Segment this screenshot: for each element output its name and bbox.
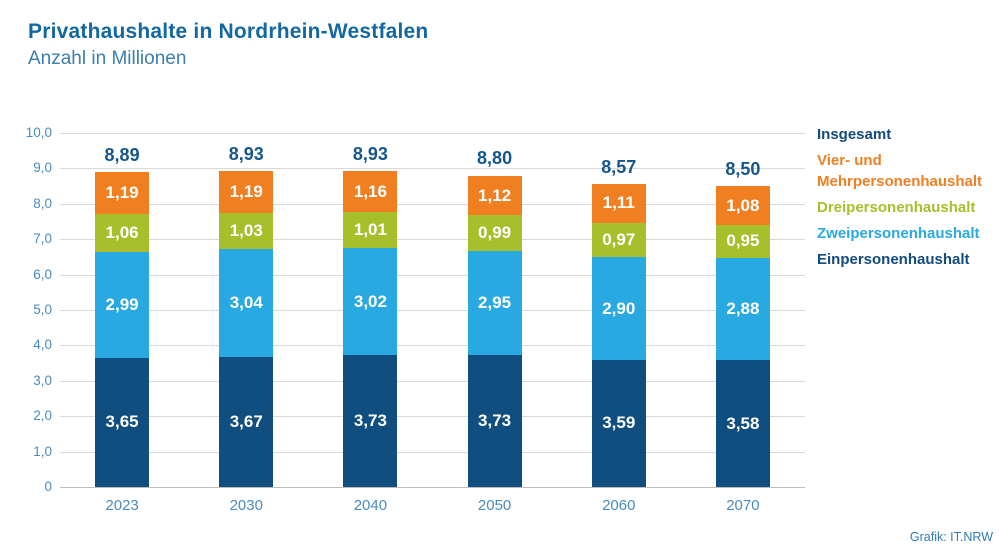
y-axis-tick-label: 10,0 — [25, 125, 52, 140]
y-axis-tick-label: 5,0 — [33, 302, 52, 317]
y-gridline — [60, 239, 805, 241]
segment-value-label: 1,16 — [353, 181, 387, 201]
x-axis-tick-label: 2040 — [353, 497, 388, 514]
legend-item-zweipersonenhaushalt: Zweipersonenhaushalt — [817, 225, 980, 242]
y-axis-tick-label: 2,0 — [33, 408, 52, 424]
bar-segment-vier-und-mehrpersonenhaushalt: 1,16 — [343, 171, 398, 213]
y-axis-tick-label: 6,0 — [33, 266, 52, 282]
y-gridline — [60, 203, 805, 205]
chart-legend: Insgesamt Vier- und Mehrpersonenhaushalt D… — [817, 124, 997, 275]
segment-value-label: 1,12 — [478, 185, 512, 205]
segment-value-label: 3,73 — [478, 410, 512, 430]
chart-title: Privathaushalte in Nordrhein-Westfalen — [28, 20, 429, 43]
bar-segment-dreipersonenhaushalt: 0,95 — [715, 224, 770, 259]
y-gridline — [60, 345, 805, 347]
bar-segment-vier-und-mehrpersonenhaushalt: 1,12 — [467, 175, 522, 216]
y-axis-tick-label: 8,0 — [33, 195, 52, 211]
total-value-label: 8,93 — [228, 143, 264, 164]
y-gridline — [60, 451, 805, 453]
x-axis-tick-label: 2023 — [105, 497, 139, 514]
y-gridline — [60, 416, 805, 418]
legend-item-vier-und-mehrpersonenhaushalt: Vier- und Mehrpersonenhaushalt — [817, 152, 983, 190]
segment-value-label: 0,97 — [602, 230, 636, 250]
segment-value-label: 3,65 — [105, 412, 139, 432]
total-value-label: 8,89 — [104, 145, 140, 166]
bar-segment-einpersonenhaushalt: 3,59 — [591, 359, 646, 487]
legend-item-einpersonenhaushalt: Einpersonenhaushalt — [817, 251, 970, 268]
y-axis-tick-label: 0 — [44, 479, 52, 494]
total-value-label: 8,57 — [601, 156, 637, 177]
segment-value-label: 1,11 — [602, 193, 635, 213]
segment-value-label: 3,67 — [229, 412, 263, 432]
bar-segment-zweipersonenhaushalt: 3,04 — [219, 249, 274, 358]
y-gridline — [60, 274, 805, 276]
y-gridline — [60, 133, 805, 134]
bar-segment-einpersonenhaushalt: 3,73 — [467, 354, 522, 487]
bar-segment-dreipersonenhaushalt: 0,97 — [591, 222, 646, 258]
y-gridline — [60, 310, 805, 311]
segment-value-label: 1,06 — [105, 223, 139, 243]
legend-item-insgesamt: Insgesamt — [817, 126, 892, 143]
segment-value-label: 3,59 — [602, 413, 636, 433]
total-value-label: 8,93 — [352, 143, 388, 164]
bar-segment-vier-und-mehrpersonenhaushalt: 1,11 — [591, 183, 646, 223]
x-axis-tick-label: 2030 — [229, 497, 263, 514]
bar-segment-dreipersonenhaushalt: 1,03 — [219, 213, 274, 250]
legend-item-dreipersonenhaushalt: Dreipersonenhaushalt — [817, 199, 976, 216]
segment-value-label: 1,03 — [229, 221, 263, 241]
segment-value-label: 3,04 — [229, 293, 263, 313]
segment-value-label: 2,95 — [478, 292, 512, 312]
bar-segment-zweipersonenhaushalt: 2,90 — [591, 257, 646, 360]
segment-value-label: 3,02 — [353, 291, 387, 311]
bar-segment-einpersonenhaushalt: 3,65 — [95, 357, 150, 487]
bar-segment-zweipersonenhaushalt: 3,02 — [343, 248, 398, 355]
segment-value-label: 0,95 — [726, 231, 760, 251]
segment-value-label: 2,90 — [602, 298, 636, 318]
segment-value-label: 1,08 — [726, 195, 760, 215]
bar-segment-vier-und-mehrpersonenhaushalt: 1,19 — [95, 172, 150, 215]
y-axis-tick-label: 7,0 — [33, 231, 52, 247]
segment-value-label: 2,99 — [105, 294, 139, 314]
x-axis-tick-label: 2060 — [602, 497, 636, 514]
y-axis-tick-label: 9,0 — [33, 160, 52, 176]
segment-value-label: 1,19 — [229, 181, 263, 201]
x-axis-tick-label: 2070 — [726, 497, 760, 514]
y-axis-tick-label: 1,0 — [33, 443, 52, 459]
segment-value-label: 2,88 — [726, 299, 760, 319]
total-value-label: 8,80 — [477, 148, 513, 169]
bar-segment-zweipersonenhaushalt: 2,95 — [467, 250, 522, 355]
segment-value-label: 3,58 — [726, 413, 760, 433]
y-axis-tick-label: 4,0 — [33, 337, 52, 353]
segment-value-label: 0,99 — [478, 222, 512, 242]
x-axis-tick-label: 2050 — [477, 497, 512, 514]
bar-segment-dreipersonenhaushalt: 1,06 — [95, 214, 150, 252]
bar-segment-einpersonenhaushalt: 3,73 — [343, 354, 398, 487]
y-gridline — [60, 380, 805, 382]
bar-segment-vier-und-mehrpersonenhaushalt: 1,08 — [715, 186, 770, 225]
segment-value-label: 3,73 — [353, 410, 387, 430]
source-credit: Grafik: IT.NRW — [909, 530, 993, 544]
y-axis-tick-label: 3,0 — [33, 372, 52, 388]
bar-segment-vier-und-mehrpersonenhaushalt: 1,19 — [219, 170, 274, 213]
total-value-label: 8,50 — [725, 159, 761, 180]
y-gridline — [60, 487, 805, 488]
bar-segment-einpersonenhaushalt: 3,58 — [715, 360, 770, 487]
y-gridline — [60, 168, 805, 170]
bar-segment-dreipersonenhaushalt: 0,99 — [467, 215, 522, 251]
bar-segment-zweipersonenhaushalt: 2,99 — [95, 251, 150, 358]
bar-segment-dreipersonenhaushalt: 1,01 — [343, 212, 398, 249]
bar-segment-zweipersonenhaushalt: 2,88 — [715, 258, 770, 361]
bar-segment-einpersonenhaushalt: 3,67 — [219, 357, 274, 487]
segment-value-label: 1,19 — [105, 183, 139, 203]
segment-value-label: 1,01 — [353, 220, 387, 240]
chart-subtitle: Anzahl in Millionen — [28, 48, 187, 69]
